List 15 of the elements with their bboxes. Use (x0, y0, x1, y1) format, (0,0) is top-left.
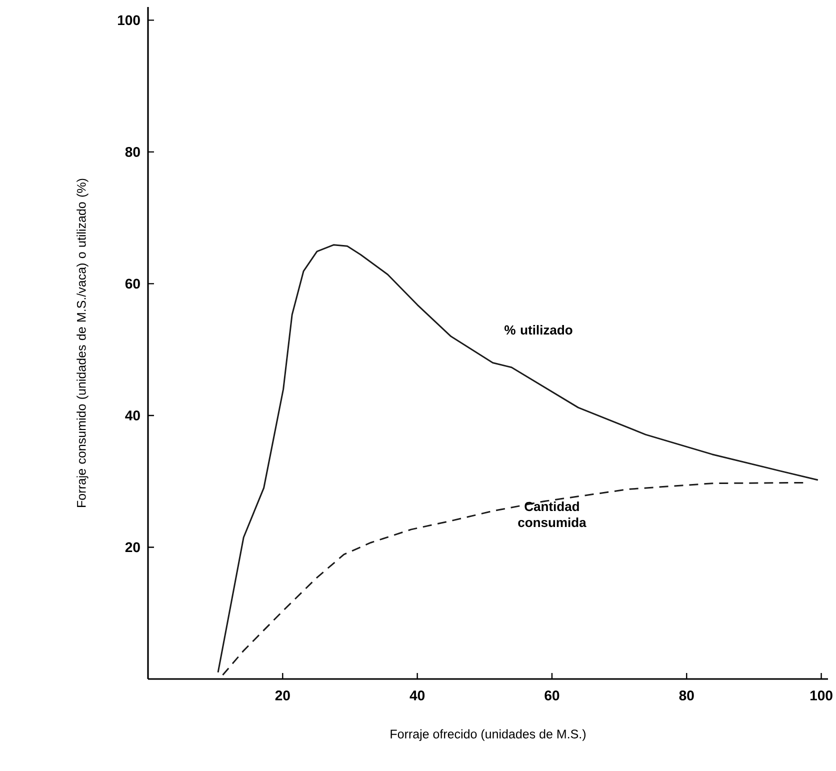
y-tick-label: 40 (125, 410, 140, 420)
series-label: Cantidad consumida (518, 502, 586, 528)
y-tick-label: 80 (125, 146, 140, 157)
x-tick-label: 20 (275, 690, 290, 700)
y-axis-title: Forraje consumido (unidades de M.S./vaca) o utilizado (%) (76, 178, 88, 507)
x-tick-label: 60 (544, 690, 560, 700)
line-series (217, 244, 819, 674)
y-tick-label: 60 (125, 278, 140, 289)
y-tick-label: 20 (125, 542, 140, 552)
x-tick-label: 80 (679, 690, 694, 700)
x-tick-label: 40 (410, 690, 425, 700)
x-axis-title: Forraje ofrecido (unidades de M.S.) (390, 729, 586, 741)
x-tick-label: 100 (810, 690, 832, 700)
text: % utilizado (504, 325, 572, 335)
y-tick-label: 100 (118, 15, 140, 26)
